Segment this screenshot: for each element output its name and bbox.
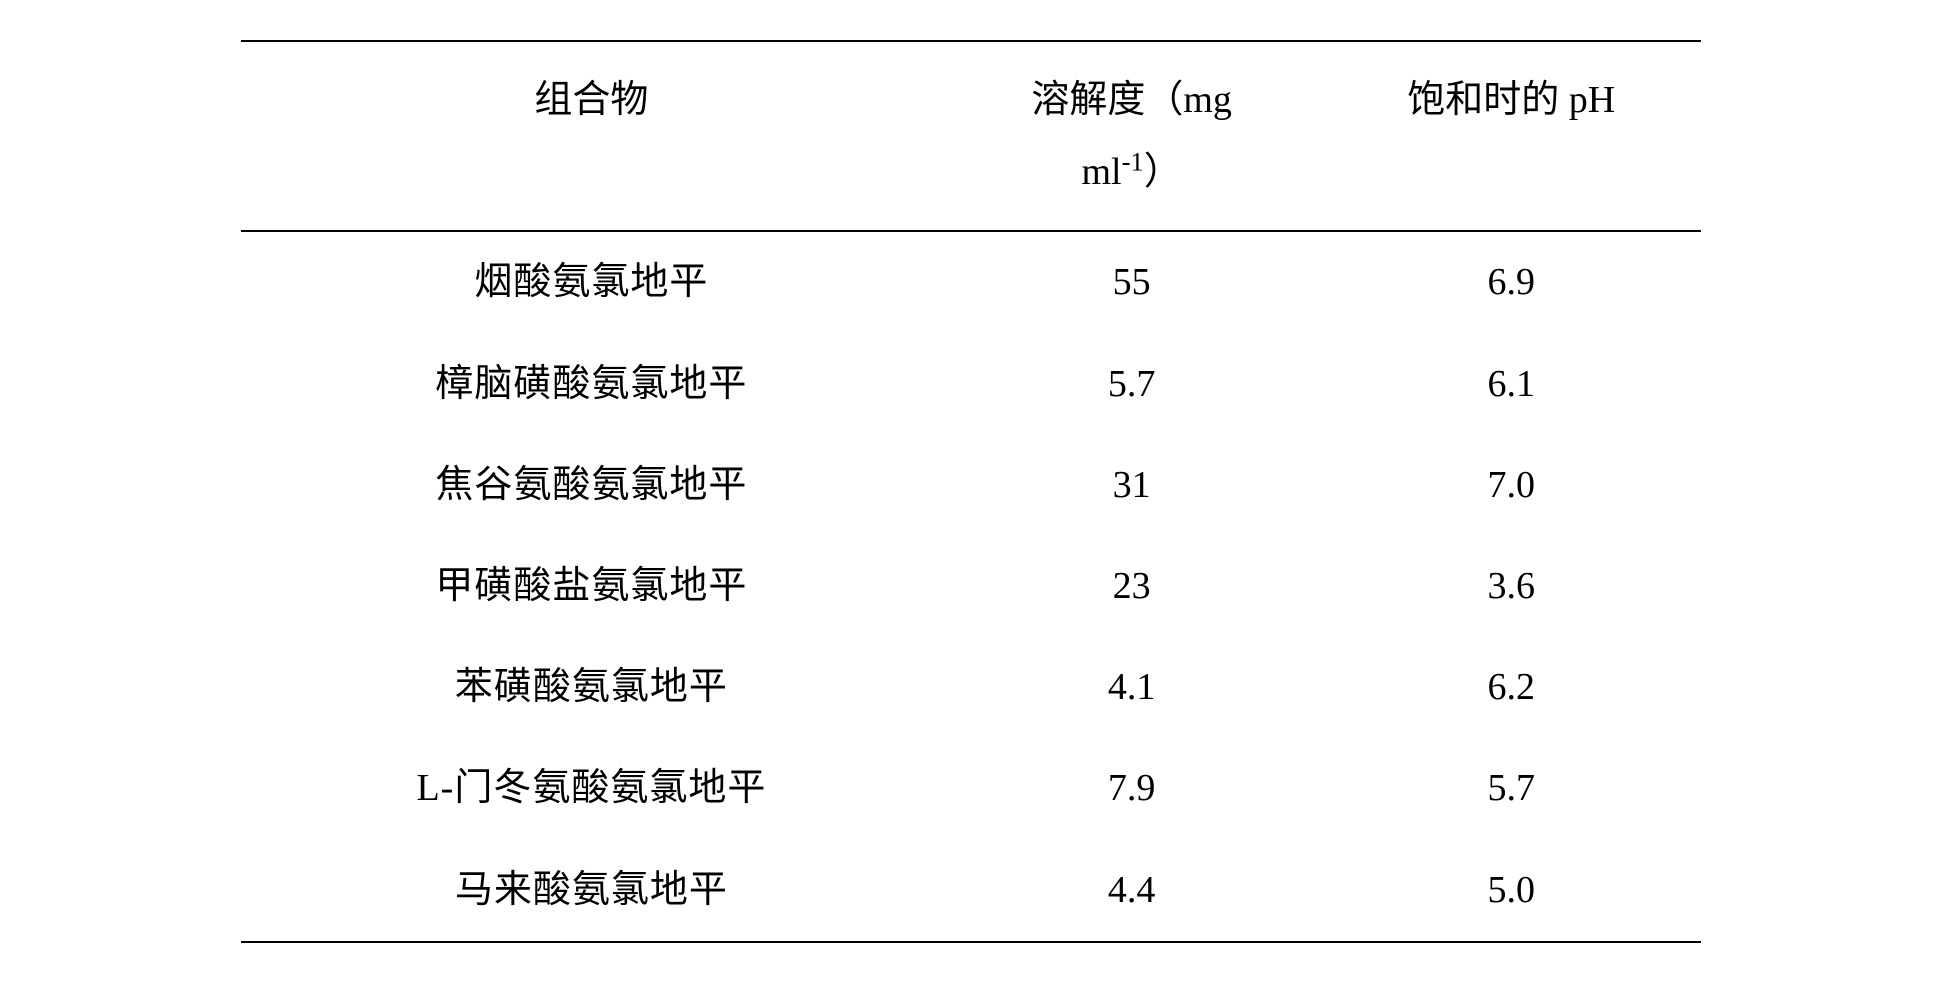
header-solubility-line2: ml-1） xyxy=(942,136,1322,208)
table-row: 苯磺酸氨氯地平 4.1 6.2 xyxy=(241,637,1701,738)
solubility-table-container: 组合物 溶解度（mg ml-1） 饱和时的 pH 烟酸氨氯地平 55 6.9 xyxy=(241,40,1701,943)
header-text: 饱和时的 pH xyxy=(1407,79,1615,121)
cell-composition: 焦谷氨酸氨氯地平 xyxy=(241,435,942,536)
cell-solubility: 4.4 xyxy=(942,840,1322,942)
header-solubility-unit-suffix: ） xyxy=(1144,151,1182,193)
header-text: 组合物 xyxy=(534,79,648,121)
cell-solubility: 55 xyxy=(942,231,1322,333)
cell-composition: 马来酸氨氯地平 xyxy=(241,840,942,942)
cell-ph: 5.0 xyxy=(1321,840,1701,942)
cell-composition: L-门冬氨酸氨氯地平 xyxy=(241,738,942,839)
cell-solubility: 4.1 xyxy=(942,637,1322,738)
table-row: 樟脑磺酸氨氯地平 5.7 6.1 xyxy=(241,334,1701,435)
table-header-row: 组合物 溶解度（mg ml-1） 饱和时的 pH xyxy=(241,41,1701,231)
header-solubility-unit-exp: -1 xyxy=(1122,147,1144,177)
table-row: 焦谷氨酸氨氯地平 31 7.0 xyxy=(241,435,1701,536)
cell-solubility: 23 xyxy=(942,536,1322,637)
table-row: 甲磺酸盐氨氯地平 23 3.6 xyxy=(241,536,1701,637)
solubility-table: 组合物 溶解度（mg ml-1） 饱和时的 pH 烟酸氨氯地平 55 6.9 xyxy=(241,40,1701,943)
cell-ph: 6.2 xyxy=(1321,637,1701,738)
cell-ph: 5.7 xyxy=(1321,738,1701,839)
table-row: 马来酸氨氯地平 4.4 5.0 xyxy=(241,840,1701,942)
table-row: 烟酸氨氯地平 55 6.9 xyxy=(241,231,1701,333)
cell-solubility: 5.7 xyxy=(942,334,1322,435)
cell-composition: 樟脑磺酸氨氯地平 xyxy=(241,334,942,435)
cell-composition: 甲磺酸盐氨氯地平 xyxy=(241,536,942,637)
cell-ph: 6.1 xyxy=(1321,334,1701,435)
cell-ph: 3.6 xyxy=(1321,536,1701,637)
column-header-solubility: 溶解度（mg ml-1） xyxy=(942,41,1322,231)
cell-composition: 苯磺酸氨氯地平 xyxy=(241,637,942,738)
column-header-ph: 饱和时的 pH xyxy=(1321,41,1701,231)
cell-composition: 烟酸氨氯地平 xyxy=(241,231,942,333)
cell-solubility: 7.9 xyxy=(942,738,1322,839)
cell-solubility: 31 xyxy=(942,435,1322,536)
table-row: L-门冬氨酸氨氯地平 7.9 5.7 xyxy=(241,738,1701,839)
header-solubility-unit-prefix: ml xyxy=(1081,151,1121,193)
column-header-composition: 组合物 xyxy=(241,41,942,231)
cell-ph: 7.0 xyxy=(1321,435,1701,536)
header-solubility-line1: 溶解度（mg xyxy=(942,64,1322,136)
cell-ph: 6.9 xyxy=(1321,231,1701,333)
